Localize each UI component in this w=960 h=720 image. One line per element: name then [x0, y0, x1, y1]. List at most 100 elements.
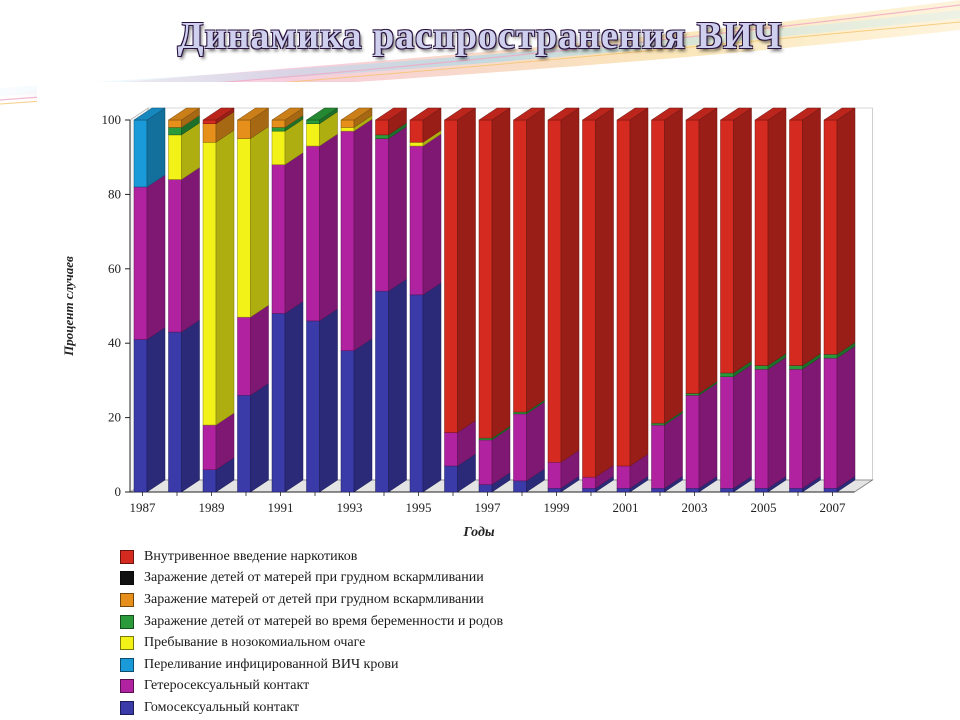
bar-segment-idu [547, 119, 562, 463]
bar-side-hetero [664, 412, 683, 489]
legend-item-nosocomial: Пребывание в нозокомиальном очаге [120, 632, 680, 654]
bar-top-idu [788, 107, 822, 121]
bar-segment-idu [754, 119, 769, 366]
bar-segment-nosocomial [340, 127, 355, 132]
chart-legend: Внутривенное введение наркотиков Заражени… [120, 546, 680, 719]
legend-item-breastfeed_mother: Заражение матерей от детей при грудном в… [120, 589, 680, 611]
chart-panel: 0 20 40 60 80 100 1987 1989 1991 1993 1995 1997 1999… [37, 82, 885, 720]
bar-segment-homo [202, 469, 217, 493]
bar-segment-homo [789, 488, 803, 493]
bar-segment-homo [754, 488, 769, 493]
bar-top-breastfeed_mother [340, 107, 373, 121]
bar-segment-hetero [720, 376, 734, 489]
x-tick-label: 2005 [751, 500, 777, 515]
bar-side-hetero [388, 126, 407, 292]
bar-segment-idu [823, 119, 838, 355]
legend-label: Переливание инфицированной ВИЧ крови [144, 656, 399, 672]
y-tick-label: 60 [108, 261, 121, 276]
bar-segment-hetero [340, 130, 355, 351]
x-tick-label: 1989 [199, 500, 225, 515]
legend-label: Заражение детей от матерей при грудном в… [144, 570, 484, 586]
legend-swatch [120, 571, 134, 586]
bar-side-homo [422, 282, 442, 493]
bar-segment-nosocomial [168, 134, 182, 180]
bar-side-homo [146, 327, 166, 493]
bar-segment-nosocomial [271, 130, 286, 165]
bar-segment-idu [582, 119, 596, 478]
bar-segment-hetero [616, 465, 631, 489]
y-tick-label: 0 [115, 484, 122, 499]
bar-top-idu [409, 107, 442, 121]
bar-side-hetero [733, 364, 752, 489]
x-axis-label: Годы [462, 525, 494, 540]
bar-top-idu [685, 107, 718, 121]
bar-segment-hetero [651, 424, 665, 489]
bar-segment-homo [444, 465, 458, 493]
bar-side-homo [284, 300, 304, 493]
bar-segment-hetero [237, 316, 251, 396]
bar-segment-hetero [513, 413, 527, 482]
bar-side-homo [181, 319, 200, 493]
bar-side-idu [802, 107, 821, 366]
bar-segment-homo [271, 313, 286, 493]
bar-segment-idu [616, 119, 631, 467]
legend-swatch [120, 549, 134, 564]
legend-item-transfusion: Переливание инфицированной ВИЧ крови [120, 654, 680, 676]
x-tick-label: 1991 [268, 500, 294, 515]
bar-segment-hetero [202, 424, 217, 470]
bar-segment-perinatal [823, 354, 838, 359]
stacked-bar-chart: 0 20 40 60 80 100 1987 1989 1991 1993 1995 1997 1999… [61, 107, 874, 540]
bar-segment-breastfeed_mother [237, 119, 251, 139]
bar-segment-hetero [754, 368, 769, 489]
legend-item-hetero: Гетеросексуальный контакт [120, 676, 680, 698]
bar-segment-nosocomial [237, 138, 251, 318]
bar-side-hetero [526, 401, 545, 482]
bar-side-homo [319, 308, 338, 493]
bar-segment-perinatal [685, 393, 700, 396]
bar-segment-perinatal [478, 437, 493, 441]
bar-segment-breastfeed_mother [168, 119, 182, 128]
legend-swatch [120, 657, 134, 672]
bar-segment-homo [306, 320, 320, 493]
legend-item-perinatal: Заражение детей от матерей во время бере… [120, 611, 680, 633]
bar-segment-nosocomial [409, 142, 424, 147]
bar-segment-homo [720, 488, 734, 493]
bar-segment-idu [478, 119, 493, 439]
bar-top-breastfeed_mother [167, 107, 201, 121]
bar-side-hetero [422, 133, 442, 296]
y-tick-label: 80 [108, 186, 121, 201]
legend-swatch [120, 592, 134, 607]
bar-segment-hetero [409, 145, 424, 296]
bar-segment-idu [720, 119, 734, 374]
bar-segment-homo [340, 350, 355, 493]
bar-side-idu [698, 107, 718, 394]
bar-segment-hetero [547, 461, 562, 489]
bar-top-idu [512, 107, 546, 121]
bar-top-perinatal [305, 107, 339, 121]
bar-segment-transfusion [133, 119, 148, 188]
bar-side-hetero [836, 345, 856, 489]
bar-side-idu [664, 107, 683, 424]
bar-segment-hetero [306, 145, 320, 322]
bar-side-idu [526, 107, 545, 413]
bar-top-idu [443, 107, 477, 121]
y-axis-label: Процент случаев [61, 256, 76, 357]
bar-side-idu [457, 107, 476, 433]
bar-side-nosocomial [215, 129, 235, 426]
bar-segment-homo [582, 488, 596, 493]
bar-side-idu [560, 107, 580, 463]
bar-segment-hetero [444, 432, 458, 467]
bar-side-hetero [802, 356, 821, 489]
x-tick-label: 2003 [682, 500, 708, 515]
bar-side-homo [250, 382, 269, 493]
legend-item-homo: Гомосексуальный контакт [120, 697, 680, 719]
bar-segment-homo [478, 484, 493, 493]
bar-side-idu [491, 107, 511, 439]
bar-side-hetero [284, 152, 304, 314]
y-tick-label: 100 [102, 112, 122, 127]
bar-segment-hetero [271, 164, 286, 314]
bar-segment-homo [823, 488, 838, 493]
bar-segment-perinatal [720, 372, 734, 377]
bar-top-idu [754, 107, 787, 121]
bar-segment-idu [202, 119, 217, 124]
